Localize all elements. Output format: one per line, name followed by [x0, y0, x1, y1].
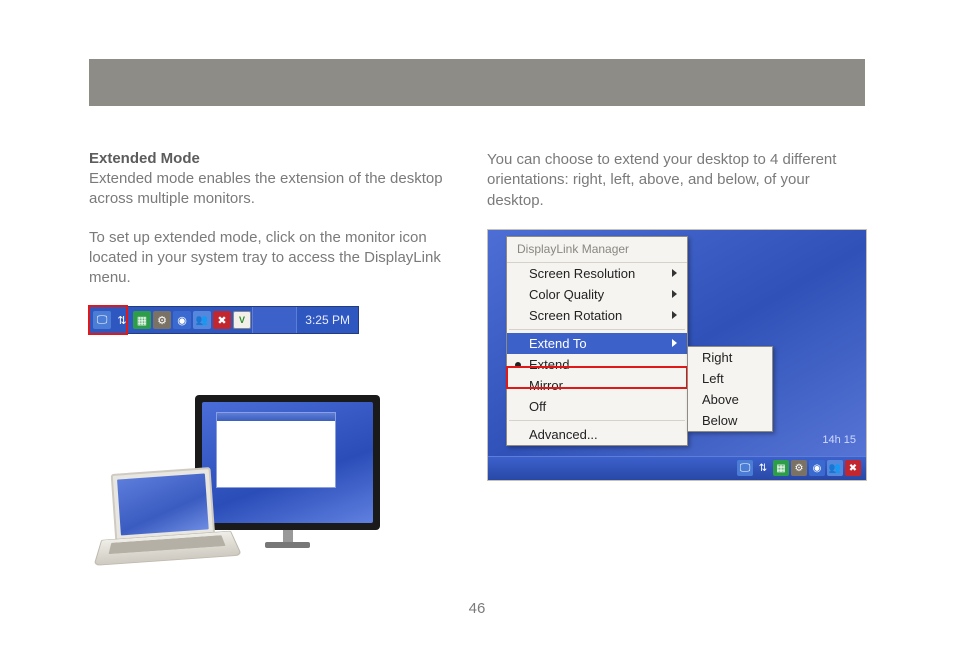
submenu-extend-to: Right Left Above Below	[687, 346, 773, 432]
menu-label: Right	[702, 350, 732, 365]
submenu-item-right[interactable]: Right	[688, 347, 772, 368]
chevron-right-icon	[672, 269, 677, 277]
section-title-extended-mode: Extended Mode	[89, 150, 459, 167]
menu-header: DisplayLink Manager	[507, 237, 687, 263]
menu-label: Screen Rotation	[529, 308, 622, 323]
bullet-icon	[515, 362, 521, 368]
menu-label: Off	[529, 399, 546, 414]
app-icon[interactable]	[233, 311, 251, 329]
gear-icon[interactable]	[153, 311, 171, 329]
display-icon[interactable]	[133, 311, 151, 329]
red-highlight-tray-icon	[88, 305, 128, 335]
gear-icon[interactable]	[791, 460, 807, 476]
para-orientation: You can choose to extend your desktop to…	[487, 150, 867, 211]
submenu-item-below[interactable]: Below	[688, 410, 772, 431]
menu-label: Advanced...	[529, 427, 598, 442]
menu-item-extend[interactable]: Extend	[507, 354, 687, 375]
chevron-right-icon	[672, 290, 677, 298]
submenu-item-above[interactable]: Above	[688, 389, 772, 410]
chevron-right-icon	[672, 339, 677, 347]
displaylink-menu-figure: 14h 15 DisplayLink Manager Screen Resolu…	[487, 229, 867, 481]
laptop-keyboard	[109, 535, 226, 554]
menu-item-screen-resolution[interactable]: Screen Resolution	[507, 263, 687, 284]
menu-label: Screen Resolution	[529, 266, 635, 281]
menu-separator	[509, 420, 685, 421]
menu-label: Extend To	[529, 336, 587, 351]
blue-icon[interactable]	[809, 460, 825, 476]
para-extended-desc: Extended mode enables the extension of t…	[89, 169, 459, 210]
monitor-stand	[265, 542, 310, 548]
context-menu: DisplayLink Manager Screen Resolution Co…	[506, 236, 688, 446]
figure-taskbar	[488, 456, 866, 480]
shield-icon[interactable]	[213, 311, 231, 329]
menu-label: Mirror	[529, 378, 563, 393]
people-icon[interactable]	[193, 311, 211, 329]
menu-item-off[interactable]: Off	[507, 396, 687, 417]
updown-icon[interactable]	[755, 460, 771, 476]
shield-icon[interactable]	[845, 460, 861, 476]
menu-label: Left	[702, 371, 724, 386]
system-tray-figure: 3:25 PM	[89, 306, 359, 334]
menu-item-color-quality[interactable]: Color Quality	[507, 284, 687, 305]
para-setup-instruction: To set up extended mode, click on the mo…	[89, 228, 459, 289]
menu-label: Below	[702, 413, 737, 428]
chevron-right-icon	[672, 311, 677, 319]
left-column: Extended Mode Extended mode enables the …	[89, 150, 459, 334]
desktop-clock-overlay: 14h 15	[822, 434, 856, 446]
monitors-illustration	[100, 395, 390, 570]
menu-label: Extend	[529, 357, 569, 372]
tray-clock: 3:25 PM	[296, 307, 358, 333]
header-bar	[89, 59, 865, 106]
menu-separator	[509, 329, 685, 330]
window-titlebar	[217, 413, 335, 421]
monitor-icon[interactable]	[737, 460, 753, 476]
page-number: 46	[0, 600, 954, 617]
submenu-item-left[interactable]: Left	[688, 368, 772, 389]
menu-item-screen-rotation[interactable]: Screen Rotation	[507, 305, 687, 326]
menu-item-mirror[interactable]: Mirror	[507, 375, 687, 396]
menu-item-advanced[interactable]: Advanced...	[507, 424, 687, 445]
display-icon[interactable]	[773, 460, 789, 476]
laptop-lid	[111, 467, 215, 542]
blue-icon[interactable]	[173, 311, 191, 329]
menu-label: Above	[702, 392, 739, 407]
people-icon[interactable]	[827, 460, 843, 476]
laptop	[97, 465, 244, 575]
laptop-screen	[117, 473, 209, 535]
right-column: You can choose to extend your desktop to…	[487, 150, 867, 481]
menu-item-extend-to[interactable]: Extend To	[507, 333, 687, 354]
menu-label: Color Quality	[529, 287, 604, 302]
